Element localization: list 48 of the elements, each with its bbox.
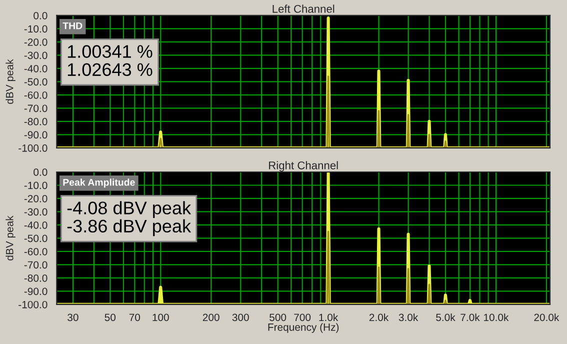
x-tick-label: 300 [232, 314, 249, 322]
annotation: Peak Amplitude [63, 178, 135, 188]
y-tick-label: -30.0 [24, 52, 48, 60]
x-tick-label: 20.0k [534, 313, 560, 322]
y-tick-label: -20.0 [24, 194, 48, 202]
annotation: 1.00341 % [68, 45, 152, 58]
y-tick-label: -20.0 [24, 38, 48, 46]
y-tick-label: -60.0 [24, 91, 48, 99]
y-tick-label: -100.0 [18, 144, 48, 152]
y-tick-label: -10.0 [24, 25, 48, 33]
y-tick-label: -60.0 [24, 248, 48, 256]
x-tick-label: 2.0k [369, 313, 389, 322]
x-tick-label: 100 [152, 314, 169, 322]
y-tick-label: -70.0 [24, 104, 48, 112]
y-axis-title: dBV peak [6, 59, 16, 104]
annotation: 1.02643 % [68, 63, 152, 76]
x-tick-label: 10.0k [484, 313, 509, 322]
y-tick-label: -40.0 [24, 221, 48, 229]
y-tick-label: -80.0 [24, 274, 48, 282]
y-tick-label: -40.0 [24, 64, 48, 72]
chart-title: Right Channel [269, 161, 338, 172]
y-tick-label: -50.0 [24, 234, 48, 242]
x-tick-label: 200 [202, 314, 220, 322]
y-tick-label: -100.0 [18, 300, 48, 308]
x-tick-label: 50 [104, 314, 116, 322]
y-tick-label: 0.0 [34, 12, 48, 20]
y-tick-label: -90.0 [24, 288, 48, 296]
chart-title: Left Channel [272, 4, 334, 13]
y-tick-label: -70.0 [24, 261, 48, 269]
y-tick-label: 0.0 [34, 168, 48, 176]
annotation: -3.86 dBV peak [67, 219, 192, 236]
x-tick-label: 70 [129, 314, 140, 322]
x-tick-label: 500 [270, 314, 286, 322]
y-tick-label: -10.0 [24, 182, 48, 190]
annotation: -4.08 dBV peak [67, 201, 192, 218]
y-tick-label: -50.0 [24, 78, 48, 86]
x-tick-label: 1.0k [319, 313, 338, 322]
y-axis-title: dBV peak [6, 216, 16, 260]
y-tick-label: -90.0 [24, 131, 48, 139]
x-tick-label: 30 [68, 314, 78, 322]
x-axis-title: Frequency (Hz) [268, 323, 339, 333]
x-tick-label: 700 [294, 314, 311, 322]
y-tick-label: -80.0 [24, 118, 48, 126]
y-tick-label: -30.0 [24, 208, 48, 216]
x-tick-label: 7.0k [460, 313, 480, 322]
x-tick-label: 3.0k [398, 313, 418, 322]
annotation: THD [62, 22, 82, 30]
x-tick-label: 5.0k [436, 313, 456, 322]
